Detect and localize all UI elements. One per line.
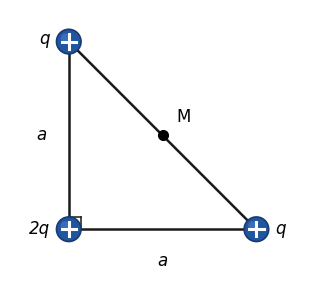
Circle shape <box>244 217 269 241</box>
Circle shape <box>61 221 70 230</box>
Circle shape <box>57 217 81 241</box>
Text: M: M <box>176 109 190 127</box>
Text: a: a <box>157 252 168 270</box>
Text: q: q <box>39 30 50 49</box>
Text: a: a <box>36 126 46 144</box>
Text: q: q <box>275 220 286 238</box>
Circle shape <box>248 221 257 230</box>
Circle shape <box>61 34 70 43</box>
Circle shape <box>57 29 81 54</box>
Text: 2q: 2q <box>29 220 50 238</box>
